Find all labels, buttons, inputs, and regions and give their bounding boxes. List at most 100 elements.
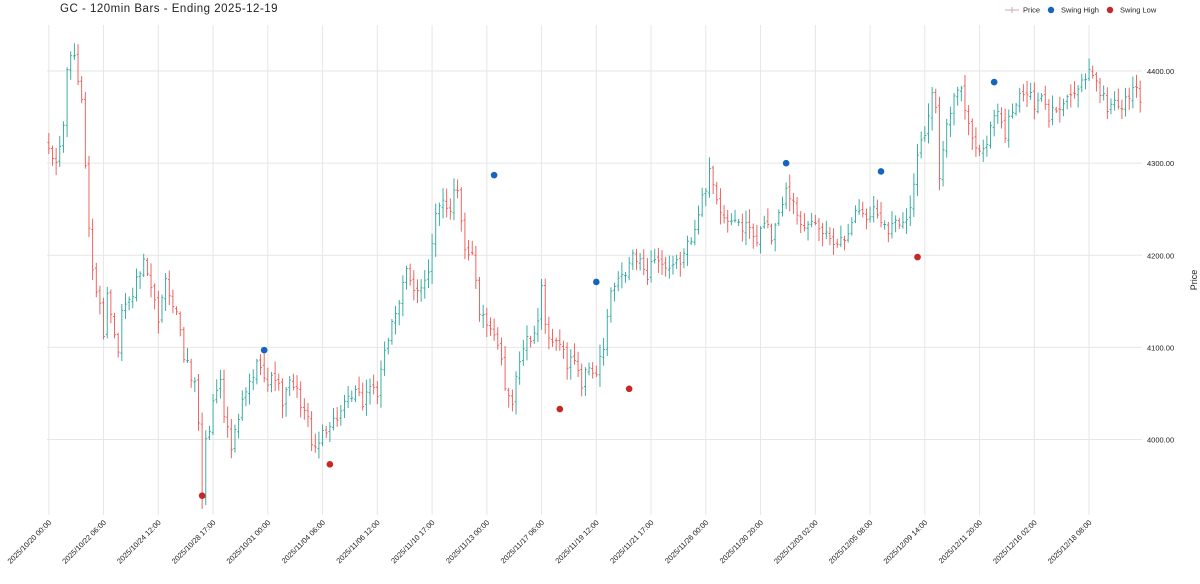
ohlc-bar xyxy=(843,235,846,251)
ohlc-bar xyxy=(419,279,423,302)
ohlc-bar xyxy=(784,182,788,209)
ohlc-bar xyxy=(755,224,759,247)
ohlc-bar xyxy=(54,148,58,176)
ohlc-bar xyxy=(105,286,109,339)
y-tick-label: 4000.00 xyxy=(1147,435,1174,444)
ohlc-bar xyxy=(448,198,452,220)
x-tick-label: 2025/12/05 08:00 xyxy=(827,518,875,566)
ohlc-bar xyxy=(408,263,412,286)
ohlc-bar xyxy=(339,405,343,426)
ohlc-bar xyxy=(189,358,193,388)
ohlc-bar xyxy=(310,411,314,452)
ohlc-bar xyxy=(620,262,624,289)
ohlc-bar xyxy=(284,387,288,417)
ohlc-bar xyxy=(291,373,295,391)
legend-swing-low-dot-icon xyxy=(1106,6,1114,14)
ohlc-bar xyxy=(1138,80,1142,113)
swing-high-marker xyxy=(877,168,885,175)
swing-high-marker xyxy=(593,278,600,286)
ohlc-bar xyxy=(675,254,679,269)
chart-title: GC - 120min Bars - Ending 2025-12-19 xyxy=(60,3,278,15)
ohlc-bar xyxy=(605,308,609,357)
ohlc-bar xyxy=(262,353,266,383)
ohlc-bar xyxy=(635,248,638,270)
ohlc-bar xyxy=(828,227,832,246)
ohlc-bar xyxy=(660,250,664,275)
ohlc-bar xyxy=(1087,58,1091,82)
ohlc-bar xyxy=(368,378,372,405)
ohlc-bar xyxy=(273,361,277,392)
ohlc-bar xyxy=(167,270,171,306)
ohlc-bar xyxy=(383,341,387,377)
ohlc-bar xyxy=(817,217,821,242)
ohlc-bar xyxy=(941,141,945,187)
ohlc-bar xyxy=(558,329,562,351)
ohlc-bar xyxy=(98,285,102,315)
ohlc-bar xyxy=(306,402,310,428)
ohlc-bar xyxy=(456,179,460,199)
ohlc-bar xyxy=(120,304,124,362)
ohlc-bar xyxy=(854,205,857,224)
ohlc-bar xyxy=(240,390,244,421)
ohlc-bar xyxy=(908,195,912,226)
ohlc-bar xyxy=(266,367,270,392)
swing-high-marker xyxy=(990,78,998,86)
ohlc-bar xyxy=(886,221,890,243)
ohlc-bar xyxy=(967,105,971,136)
x-tick-label: 2025/12/18 08:00 xyxy=(1046,518,1094,566)
ohlc-bar xyxy=(1127,87,1131,110)
ohlc-bar xyxy=(1098,77,1102,104)
ohlc-bar xyxy=(945,118,949,158)
ohlc-bar xyxy=(229,418,233,459)
ohlc-bar xyxy=(850,217,854,236)
ohlc-bar xyxy=(956,86,960,106)
ohlc-bar xyxy=(693,219,697,246)
ohlc-bar xyxy=(671,255,675,275)
ohlc-bar xyxy=(76,44,80,86)
y-tick-label: 4300.00 xyxy=(1147,159,1174,168)
legend-swing-high-dot-icon xyxy=(1047,6,1055,14)
ohlc-bar xyxy=(171,289,175,314)
ohlc-bar xyxy=(386,337,390,355)
ohlc-bar xyxy=(1029,82,1033,100)
ohlc-bar xyxy=(379,360,383,408)
ohlc-bar xyxy=(401,275,405,317)
ohlc-bar xyxy=(766,208,770,229)
ohlc-bar xyxy=(923,126,927,142)
ohlc-bar xyxy=(806,221,810,241)
ohlc-bar xyxy=(211,394,215,436)
y-tick-label: 4100.00 xyxy=(1147,343,1174,352)
ohlc-bar xyxy=(711,165,715,195)
ohlc-bar xyxy=(83,91,87,169)
ohlc-bar xyxy=(609,287,613,323)
ohlc-bar xyxy=(792,192,795,215)
ohlc-bar xyxy=(222,369,226,424)
ohlc-bar xyxy=(175,306,178,316)
ohlc-bar xyxy=(733,209,737,223)
ohlc-bar xyxy=(412,270,416,301)
ohlc-bar xyxy=(744,210,748,245)
ohlc-bar xyxy=(573,343,576,365)
ohlc-bar xyxy=(1043,85,1047,110)
ohlc-bar xyxy=(795,197,799,225)
x-tick-label: 2025/12/09 14:00 xyxy=(882,518,930,566)
ohlc-bar xyxy=(255,358,259,385)
ohlc-bar xyxy=(127,296,131,311)
ohlc-bar xyxy=(1131,76,1135,109)
ohlc-bar xyxy=(678,251,682,277)
ohlc-bar xyxy=(1091,65,1095,79)
ohlc-bar xyxy=(503,346,507,391)
ohlc-bar xyxy=(770,223,773,245)
legend-swing-low-label: Swing Low xyxy=(1120,6,1157,15)
ohlc-bar xyxy=(372,374,376,395)
ohlc-bar xyxy=(729,213,733,226)
swing-low-marker xyxy=(625,385,633,393)
ohlc-bar xyxy=(62,121,65,153)
ohlc-bar xyxy=(1109,98,1113,115)
ohlc-bar xyxy=(302,398,306,420)
ohlc-bar xyxy=(248,373,251,405)
ohlc-bar xyxy=(697,205,700,235)
swing-low-marker xyxy=(914,253,921,261)
ohlc-bar xyxy=(562,340,565,359)
